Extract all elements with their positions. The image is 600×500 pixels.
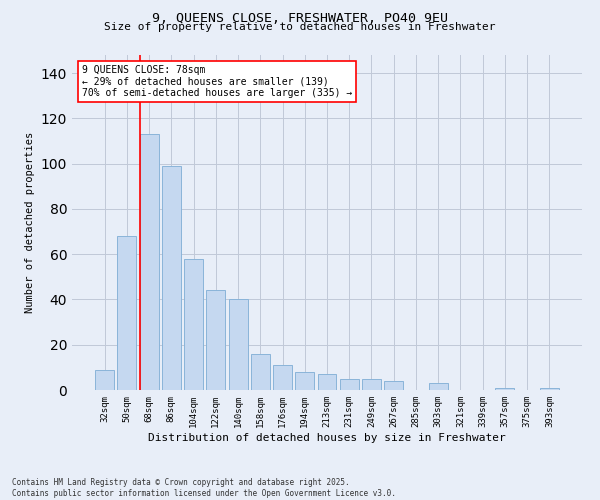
Bar xyxy=(229,300,248,390)
Bar xyxy=(273,365,292,390)
Bar xyxy=(251,354,270,390)
Bar xyxy=(118,236,136,390)
Bar xyxy=(140,134,158,390)
Bar xyxy=(295,372,314,390)
Text: Size of property relative to detached houses in Freshwater: Size of property relative to detached ho… xyxy=(104,22,496,32)
Y-axis label: Number of detached properties: Number of detached properties xyxy=(25,132,35,313)
X-axis label: Distribution of detached houses by size in Freshwater: Distribution of detached houses by size … xyxy=(148,432,506,442)
Bar xyxy=(496,388,514,390)
Text: 9, QUEENS CLOSE, FRESHWATER, PO40 9EU: 9, QUEENS CLOSE, FRESHWATER, PO40 9EU xyxy=(152,12,448,26)
Bar xyxy=(317,374,337,390)
Bar xyxy=(184,258,203,390)
Bar xyxy=(384,381,403,390)
Bar xyxy=(540,388,559,390)
Bar xyxy=(362,378,381,390)
Bar xyxy=(162,166,181,390)
Bar xyxy=(206,290,225,390)
Text: 9 QUEENS CLOSE: 78sqm
← 29% of detached houses are smaller (139)
70% of semi-det: 9 QUEENS CLOSE: 78sqm ← 29% of detached … xyxy=(82,65,352,98)
Bar xyxy=(429,383,448,390)
Text: Contains HM Land Registry data © Crown copyright and database right 2025.
Contai: Contains HM Land Registry data © Crown c… xyxy=(12,478,396,498)
Bar xyxy=(95,370,114,390)
Bar xyxy=(340,378,359,390)
